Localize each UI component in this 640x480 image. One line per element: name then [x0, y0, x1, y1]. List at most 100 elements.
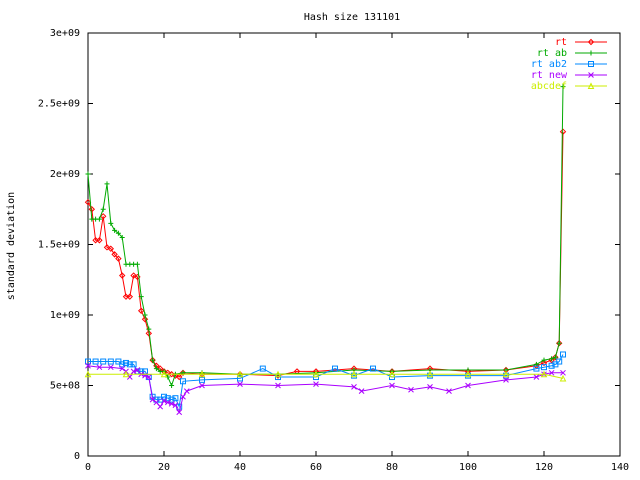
x-tick-label: 20: [158, 462, 170, 473]
data-point: [149, 396, 156, 403]
data-point: [118, 272, 126, 279]
data-point: [180, 393, 186, 400]
data-point: [540, 370, 548, 378]
legend-label: rt new: [531, 70, 568, 81]
data-point: [588, 72, 594, 78]
data-point: [172, 372, 179, 379]
data-point: [107, 245, 115, 252]
data-point: [103, 244, 111, 251]
series-rt-new: [85, 362, 566, 416]
data-point: [142, 312, 148, 318]
data-point: [96, 237, 103, 244]
data-point: [153, 366, 159, 372]
data-point: [427, 384, 433, 390]
data-point: [96, 364, 103, 371]
data-point: [533, 365, 540, 372]
data-point: [145, 374, 152, 380]
series-abcdef: [84, 370, 567, 382]
legend-label: rt ab: [537, 48, 567, 59]
y-tick-label: 3e+09: [50, 28, 80, 39]
data-point: [96, 216, 102, 222]
data-point: [115, 230, 121, 236]
data-point: [150, 357, 156, 363]
data-point: [560, 369, 566, 376]
data-point: [145, 330, 153, 337]
data-point: [141, 316, 149, 323]
data-point: [172, 402, 179, 409]
data-point: [107, 364, 114, 371]
data-point: [84, 370, 92, 378]
data-point: [160, 370, 168, 378]
data-point: [259, 365, 266, 372]
data-point: [236, 370, 244, 378]
data-point: [350, 370, 358, 378]
data-point: [137, 307, 145, 314]
data-point: [168, 396, 175, 403]
data-point: [107, 358, 114, 365]
data-point: [164, 395, 171, 402]
data-point: [370, 365, 376, 372]
x-tick-label: 60: [310, 462, 322, 473]
data-point: [533, 374, 540, 380]
x-tick-label: 100: [459, 462, 477, 473]
data-point: [199, 382, 205, 389]
data-point: [549, 356, 555, 362]
series-rt: [84, 128, 567, 381]
y-axis-label: standard deviation: [6, 192, 17, 300]
data-point: [108, 220, 114, 226]
data-point: [88, 206, 96, 213]
series-line: [88, 373, 564, 379]
data-point: [426, 370, 434, 378]
series-layer: [84, 84, 567, 416]
y-tick-label: 5e+08: [50, 381, 80, 392]
data-point: [119, 234, 125, 240]
series-rt-ab: [85, 84, 566, 388]
data-point: [111, 251, 118, 258]
data-point: [183, 388, 190, 394]
series-line: [87, 131, 564, 378]
data-point: [560, 84, 566, 90]
x-tick-label: 40: [234, 462, 246, 473]
data-point: [540, 359, 548, 367]
data-point: [358, 388, 365, 394]
data-point: [180, 378, 186, 385]
data-point: [122, 370, 130, 378]
tick-marks: [87, 32, 621, 457]
data-point: [134, 261, 140, 267]
data-point: [198, 370, 206, 378]
data-point: [85, 362, 91, 369]
data-point: [541, 357, 547, 363]
data-point: [130, 272, 137, 279]
data-point: [465, 382, 471, 389]
y-tick-label: 2e+09: [50, 169, 80, 180]
data-point: [130, 361, 137, 368]
x-tick-label: 140: [611, 462, 629, 473]
data-point: [99, 213, 107, 220]
data-point: [560, 351, 566, 358]
y-tick-labels: 0 5e+08 1e+09 1.5e+09 2e+09 2.5e+09 3e+09: [38, 28, 80, 462]
data-point: [312, 370, 320, 378]
x-tick-labels: 0 20 40 60 80 100 120 140: [85, 462, 629, 473]
data-point: [556, 358, 563, 365]
data-point: [130, 368, 137, 375]
y-tick-label: 1.5e+09: [38, 240, 80, 251]
data-point: [126, 361, 133, 368]
y-tick-label: 0: [74, 451, 80, 462]
series-rt-ab2: [85, 351, 566, 410]
data-point: [176, 409, 183, 416]
data-point: [199, 376, 205, 383]
data-point: [502, 370, 510, 378]
data-point: [559, 374, 567, 382]
data-point: [446, 388, 452, 394]
data-point: [541, 364, 547, 371]
data-point: [123, 359, 129, 366]
data-point: [175, 373, 183, 381]
data-point: [274, 370, 282, 378]
data-point: [104, 181, 110, 187]
data-point: [157, 403, 164, 410]
data-point: [119, 365, 126, 372]
data-point: [332, 365, 338, 372]
data-point: [85, 171, 91, 177]
